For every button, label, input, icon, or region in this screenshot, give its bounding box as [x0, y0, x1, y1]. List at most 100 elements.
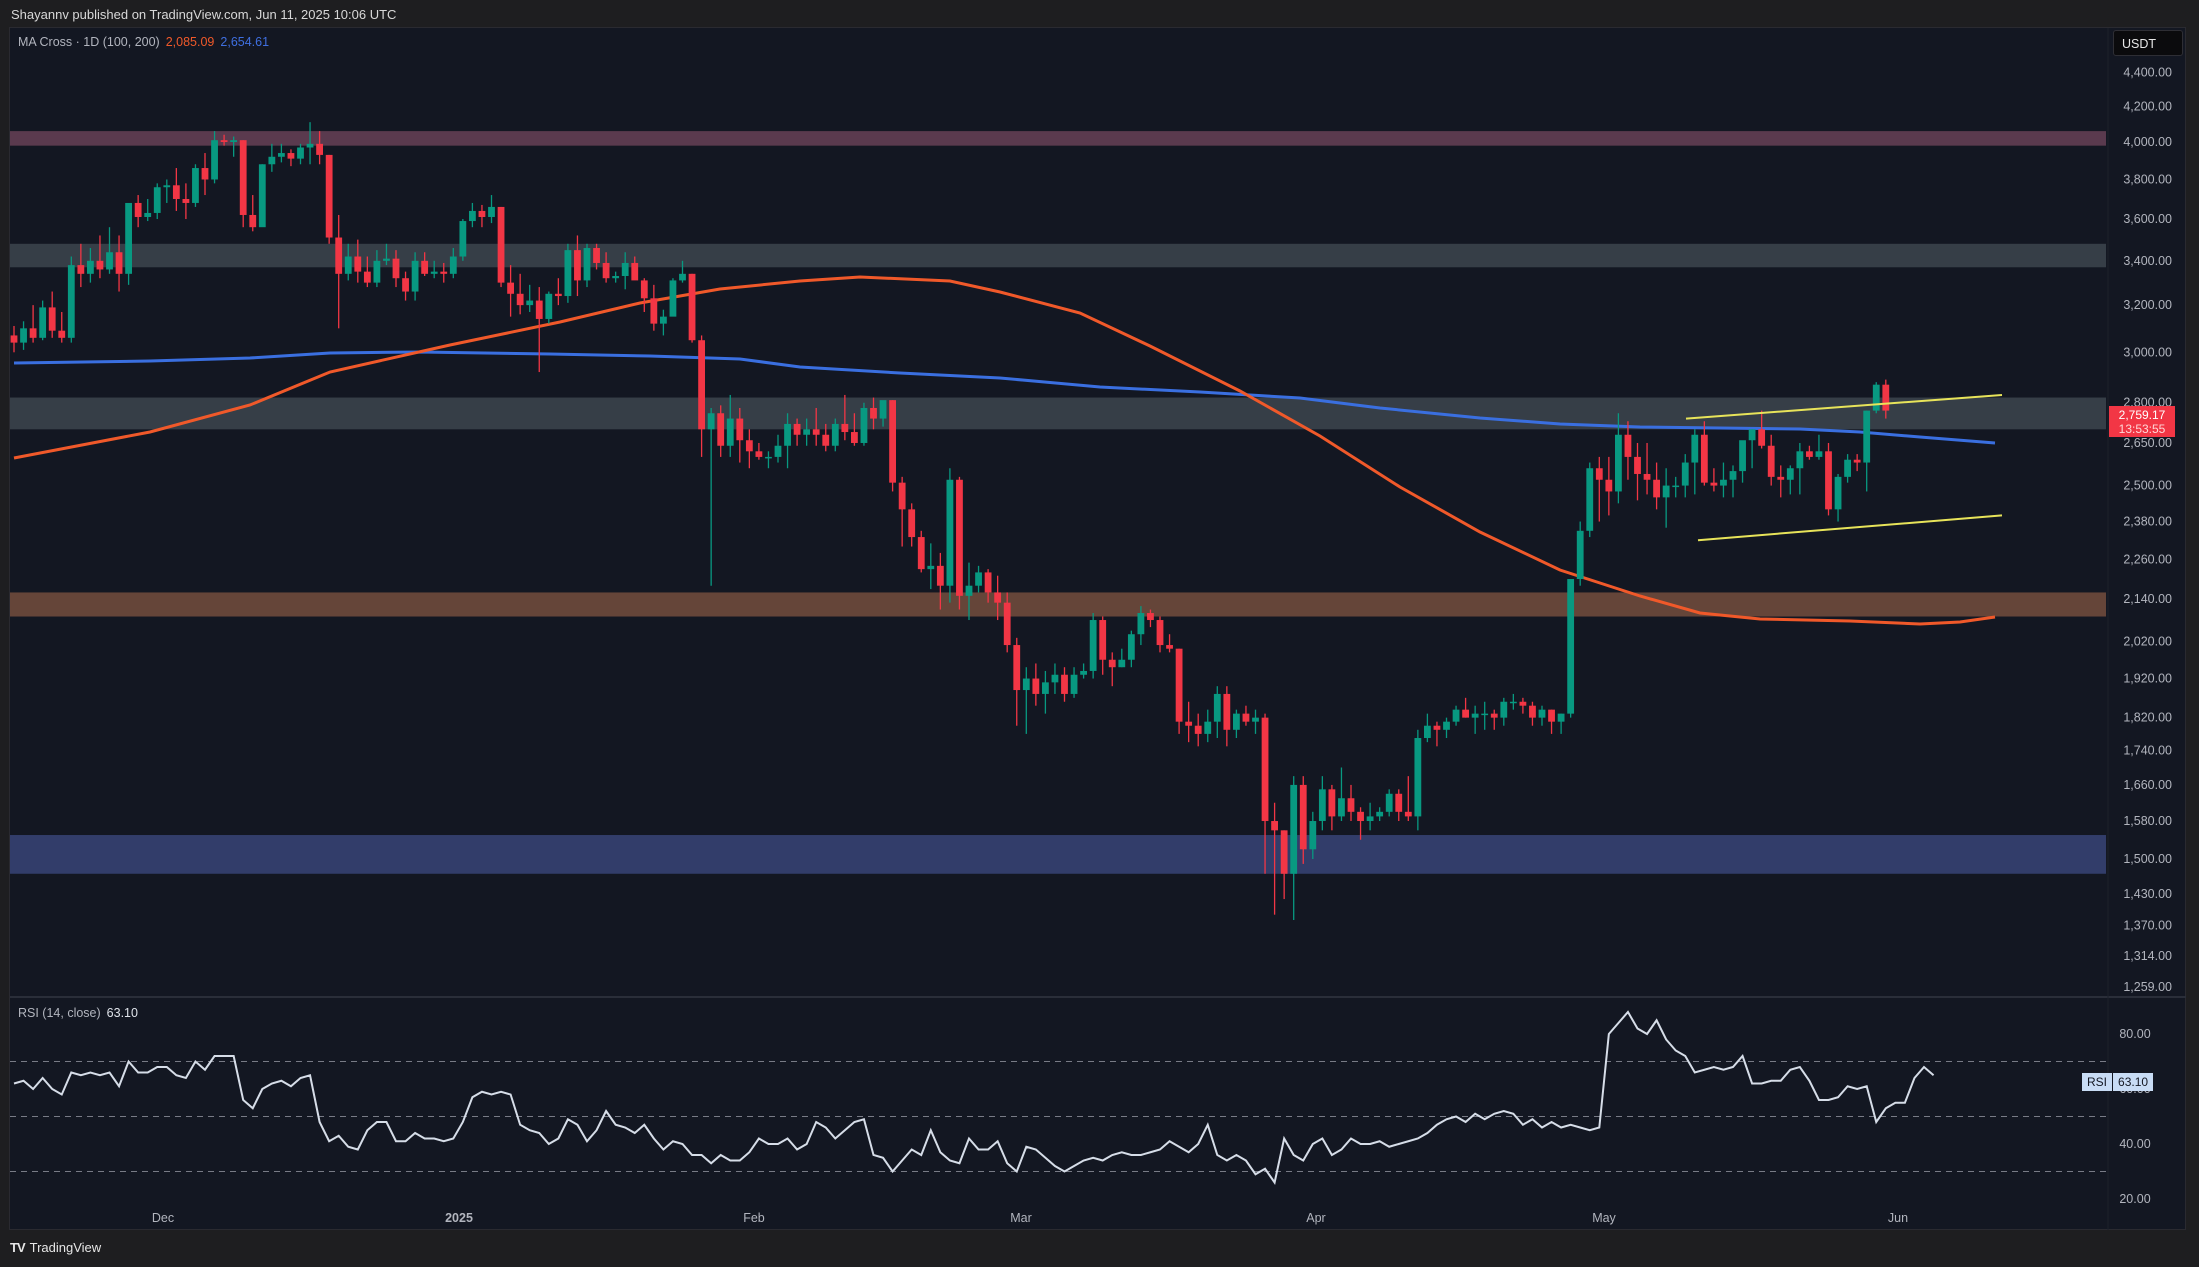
- candle: [29, 305, 37, 343]
- ma200-line[interactable]: [13, 350, 1996, 445]
- rsi-line[interactable]: [13, 1010, 1935, 1185]
- chart-panel[interactable]: [9, 27, 2186, 1230]
- candle: [392, 250, 400, 288]
- candle: [1261, 713, 1269, 874]
- candle: [335, 214, 343, 329]
- candle: [1471, 705, 1479, 734]
- tradingview-logo-icon: TV: [10, 1240, 26, 1255]
- candle: [1137, 606, 1145, 646]
- candle: [1481, 701, 1489, 730]
- time-tick: Jun: [1888, 1211, 1908, 1225]
- candle: [1061, 667, 1068, 702]
- candle: [946, 468, 954, 603]
- candle: [698, 335, 705, 457]
- candle: [258, 164, 266, 228]
- candle: [144, 198, 152, 222]
- candle: [1089, 613, 1097, 679]
- candle: [841, 394, 849, 441]
- candle: [812, 407, 820, 446]
- price-pane[interactable]: [10, 122, 2106, 920]
- brand-name: TradingView: [29, 1240, 102, 1255]
- candle: [1404, 776, 1412, 822]
- candle: [554, 278, 562, 306]
- candle: [574, 235, 581, 297]
- price-tick: 4,200.00: [2123, 99, 2172, 113]
- candle: [1127, 630, 1135, 668]
- wedge-lower-trendline[interactable]: [1697, 514, 2003, 542]
- candle: [936, 552, 944, 610]
- candle: [1863, 410, 1871, 492]
- candle: [1662, 468, 1670, 528]
- price-tick: 1,259.00: [2123, 980, 2172, 994]
- candle: [927, 543, 935, 590]
- ma100-value: 2,085.09: [165, 35, 215, 49]
- footer-brand[interactable]: TV TradingView: [10, 1240, 101, 1255]
- candle: [383, 243, 390, 266]
- candle: [1576, 521, 1584, 586]
- candle: [1586, 462, 1594, 538]
- price-tick: 1,370.00: [2123, 918, 2172, 932]
- price-tick: 1,580.00: [2123, 814, 2172, 828]
- candle: [1147, 609, 1154, 628]
- currency-selector[interactable]: USDT: [2113, 30, 2183, 56]
- candle: [1366, 802, 1374, 831]
- price-tick: 1,500.00: [2123, 852, 2172, 866]
- resistance-4000-zone[interactable]: [10, 131, 2106, 146]
- candle: [994, 575, 1002, 621]
- candle: [908, 503, 916, 547]
- candle: [96, 235, 104, 279]
- time-tick: Apr: [1306, 1211, 1325, 1225]
- candle: [153, 183, 161, 220]
- rsi-tick: 20.00: [2119, 1192, 2150, 1206]
- candle: [669, 278, 677, 317]
- candle: [1624, 421, 1632, 480]
- rsi-legend[interactable]: RSI (14, close) 63.10: [18, 1006, 138, 1020]
- candle: [1252, 709, 1259, 734]
- candle: [507, 265, 514, 317]
- candle: [535, 287, 543, 373]
- price-tick: 2,260.00: [2123, 552, 2172, 566]
- candle: [125, 202, 132, 285]
- candle: [20, 321, 27, 350]
- time-tick: Dec: [152, 1211, 174, 1225]
- candle: [363, 256, 371, 288]
- ma-cross-legend[interactable]: MA Cross · 1D (100, 200) 2,085.09 2,654.61: [18, 35, 269, 49]
- price-tick: 1,740.00: [2123, 744, 2172, 758]
- candle: [745, 429, 753, 469]
- candle: [182, 183, 190, 220]
- last-price: 2,759.17: [2118, 408, 2166, 422]
- rsi-value-tag: RSI 63.10: [2082, 1073, 2154, 1091]
- candle: [430, 260, 438, 279]
- price-tick: 4,400.00: [2123, 65, 2172, 79]
- candle: [1309, 811, 1317, 859]
- candle: [1595, 456, 1603, 522]
- candle: [402, 271, 409, 301]
- candle: [612, 271, 620, 283]
- candle: [449, 248, 457, 279]
- rsi-tag-value: 63.10: [2112, 1073, 2154, 1091]
- resistance-2780-zone[interactable]: [10, 397, 2106, 430]
- candle: [1872, 382, 1880, 414]
- candle: [497, 206, 505, 288]
- time-tick: May: [1592, 1211, 1616, 1225]
- support-1500-zone[interactable]: [10, 835, 2106, 874]
- candle: [1424, 713, 1431, 743]
- rsi-tag-label: RSI: [2082, 1073, 2113, 1091]
- candle: [373, 250, 381, 288]
- resistance-3450-zone[interactable]: [10, 243, 2106, 268]
- support-2150-zone[interactable]: [10, 592, 2106, 617]
- wedge-upper-trendline[interactable]: [1685, 393, 2003, 420]
- candle: [1013, 637, 1021, 726]
- candle: [1414, 729, 1422, 831]
- price-tick: 3,600.00: [2123, 212, 2172, 226]
- candle: [230, 136, 238, 157]
- candle: [163, 179, 171, 203]
- price-tick: 2,140.00: [2123, 592, 2172, 606]
- candle: [411, 252, 419, 301]
- ma100-line[interactable]: [13, 275, 1996, 626]
- candle: [1844, 454, 1851, 483]
- candle: [870, 397, 877, 430]
- candle: [1032, 663, 1040, 706]
- rsi-tick: 40.00: [2119, 1137, 2150, 1151]
